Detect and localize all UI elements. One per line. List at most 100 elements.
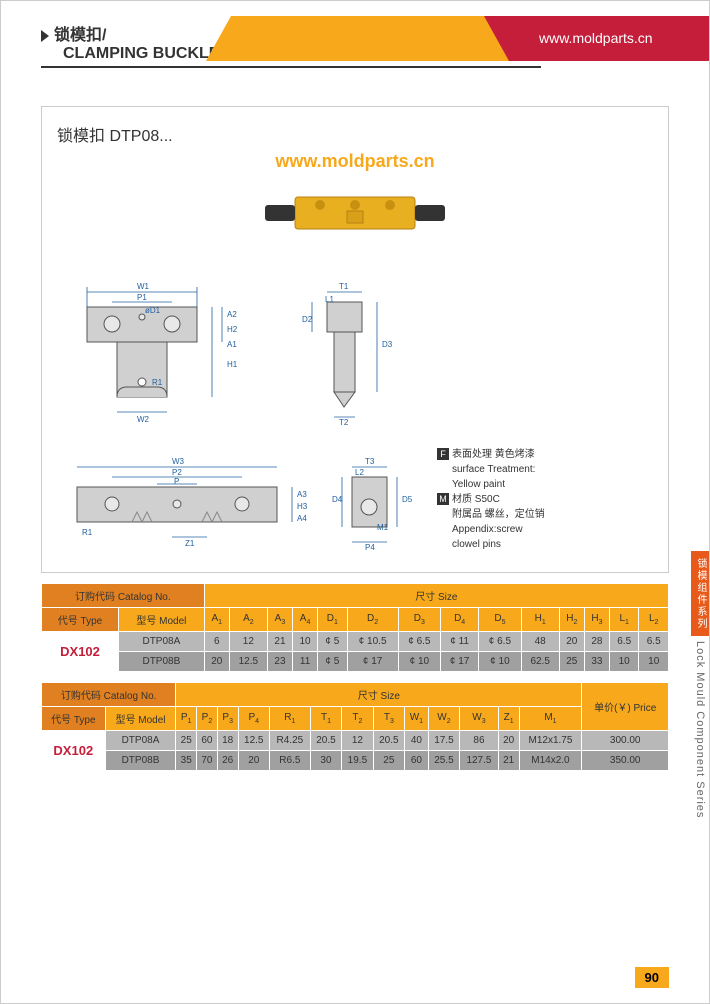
note1a: 表面处理 黄色烤漆 <box>452 449 535 460</box>
diagram-row-2: W3 P2 P R1 Z1 A3 H3 A4 <box>57 447 653 557</box>
val-cell: R4.25 <box>270 731 311 751</box>
val-cell: 70 <box>197 751 218 771</box>
val-cell: 20 <box>204 652 229 672</box>
t1-type: 代号 Type <box>42 608 119 632</box>
t2-col: P3 <box>217 707 238 731</box>
t2-col: P1 <box>176 707 197 731</box>
lbl-d5: D5 <box>402 495 413 504</box>
clamping-buckle-icon <box>255 177 455 247</box>
val-cell: 6.5 <box>639 632 669 652</box>
val-cell: 10 <box>609 652 638 672</box>
spec-table-2: 订购代码 Catalog No. 尺寸 Size 单价(￥) Price 代号 … <box>41 682 669 771</box>
product-title: 锁模扣 DTP08... <box>57 122 653 146</box>
val-cell: 12.5 <box>238 731 269 751</box>
note2a: 材质 S50C <box>452 494 500 505</box>
t1-col: H3 <box>584 608 609 632</box>
val-cell: ¢ 11 <box>441 632 479 652</box>
val-cell: 20.5 <box>373 731 404 751</box>
lbl-w2: W2 <box>137 415 150 424</box>
side-tab: 锁模组件系列 <box>691 551 709 636</box>
t1-type-cell: DX102 <box>42 632 119 672</box>
table-row: DX102DTP08A25601812.5R4.2520.51220.54017… <box>42 731 669 751</box>
val-cell: 6 <box>204 632 229 652</box>
header-title-block: 锁模扣/ CLAMPING BUCKLE <box>41 21 219 63</box>
diagram-front: W1 P1 øD1 W2 A2 H2 A1 H1 R1 <box>57 267 257 427</box>
lbl-a1: A1 <box>227 340 237 349</box>
val-cell: ¢ 5 <box>318 652 347 672</box>
note2c: Appendix:screw <box>437 522 545 537</box>
watermark-text: www.moldparts.cn <box>57 151 653 172</box>
t2-col: W1 <box>405 707 429 731</box>
lbl-p: P <box>174 477 179 486</box>
t2-col: T1 <box>310 707 341 731</box>
note2b: 附属品 螺丝，定位销 <box>437 507 545 522</box>
val-cell: 60 <box>197 731 218 751</box>
val-cell: 30 <box>310 751 341 771</box>
val-cell: 21 <box>267 632 292 652</box>
val-cell: 62.5 <box>521 652 559 672</box>
lbl-r1b: R1 <box>82 528 93 537</box>
table1-wrap: 订购代码 Catalog No. 尺寸 Size 代号 Type 型号 Mode… <box>41 583 669 672</box>
lbl-p4: P4 <box>365 543 375 552</box>
notes-block: F表面处理 黄色烤漆 surface Treatment: Yellow pai… <box>437 447 545 552</box>
val-cell: 10 <box>293 632 318 652</box>
lbl-h2: H2 <box>227 325 238 334</box>
price-cell: 300.00 <box>582 731 669 751</box>
lbl-d2: D2 <box>302 315 313 324</box>
spec-table-1: 订购代码 Catalog No. 尺寸 Size 代号 Type 型号 Mode… <box>41 583 669 672</box>
val-cell: 48 <box>521 632 559 652</box>
content-panel: 锁模扣 DTP08... www.moldparts.cn <box>41 106 669 573</box>
lbl-t3: T3 <box>365 457 375 466</box>
t2-col: P2 <box>197 707 218 731</box>
note1b: surface Treatment: <box>437 462 545 477</box>
model-cell: DTP08A <box>105 731 176 751</box>
val-cell: 20 <box>498 731 519 751</box>
note1c: Yellow paint <box>437 477 545 492</box>
t1-col: D3 <box>398 608 440 632</box>
t1-model: 型号 Model <box>119 608 205 632</box>
val-cell: 11 <box>293 652 318 672</box>
val-cell: 12.5 <box>229 652 267 672</box>
lbl-h3: H3 <box>297 502 307 511</box>
catalog-page: 锁模扣/ CLAMPING BUCKLE www.moldparts.cn 锁模… <box>0 0 710 1004</box>
title-cn: 锁模扣/ <box>54 27 106 44</box>
lbl-w1: W1 <box>137 282 150 291</box>
diagram-end: T3 L2 D4 D5 M1 P4 <box>327 447 417 557</box>
val-cell: 28 <box>584 632 609 652</box>
val-cell: 25 <box>176 731 197 751</box>
val-cell: 12 <box>342 731 373 751</box>
t1-col: L1 <box>609 608 638 632</box>
val-cell: 35 <box>176 751 197 771</box>
t1-col: D2 <box>347 608 398 632</box>
table-row: DTP08B2012.52311¢ 5¢ 17¢ 10¢ 17¢ 1062.52… <box>42 652 669 672</box>
t1-col: L2 <box>639 608 669 632</box>
t2-col: T3 <box>373 707 404 731</box>
table-row: DX102DTP08A6122110¢ 5¢ 10.5¢ 6.5¢ 11¢ 6.… <box>42 632 669 652</box>
model-cell: DTP08B <box>105 751 176 771</box>
val-cell: ¢ 10 <box>479 652 521 672</box>
lbl-r1: R1 <box>152 378 163 387</box>
lbl-d3: D3 <box>382 340 393 349</box>
val-cell: 25 <box>373 751 404 771</box>
model-cell: DTP08A <box>119 632 205 652</box>
val-cell: ¢ 10.5 <box>347 632 398 652</box>
t2-type: 代号 Type <box>42 707 106 731</box>
lbl-z1: Z1 <box>185 539 195 548</box>
lbl-w3: W3 <box>172 457 185 466</box>
val-cell: 6.5 <box>609 632 638 652</box>
val-cell: 18 <box>217 731 238 751</box>
diagram-top: W3 P2 P R1 Z1 A3 H3 A4 <box>57 447 307 557</box>
lbl-l2: L2 <box>355 468 364 477</box>
t1-col: A3 <box>267 608 292 632</box>
t2-size: 尺寸 Size <box>176 683 582 707</box>
diagram-side: T1 L1 D2 D3 T2 <box>287 267 427 427</box>
t2-col: P4 <box>238 707 269 731</box>
table2-wrap: 订购代码 Catalog No. 尺寸 Size 单价(￥) Price 代号 … <box>41 682 669 771</box>
table-row: DTP08B35702620R6.53019.5256025.5127.521M… <box>42 751 669 771</box>
t2-model: 型号 Model <box>105 707 176 731</box>
val-cell: 21 <box>498 751 519 771</box>
val-cell: 25 <box>559 652 584 672</box>
header-rule <box>41 66 541 68</box>
val-cell: ¢ 17 <box>347 652 398 672</box>
model-cell: DTP08B <box>119 652 205 672</box>
